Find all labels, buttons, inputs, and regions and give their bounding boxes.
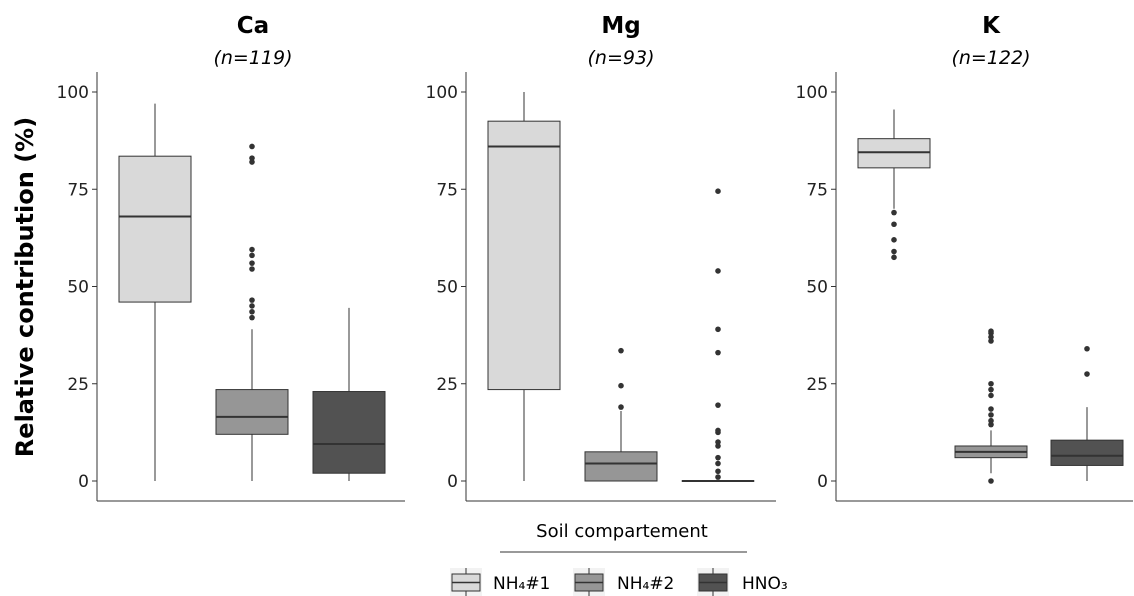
outlier-point <box>988 328 994 335</box>
outlier-point <box>891 248 897 255</box>
iqr-box <box>487 120 561 391</box>
outlier-point <box>715 188 721 194</box>
y-tick-label: 25 <box>67 375 89 395</box>
outlier-point <box>249 266 255 272</box>
y-tick-label: 25 <box>436 375 458 395</box>
outlier-point <box>988 380 994 387</box>
y-tick-label: 25 <box>806 375 828 395</box>
box-k-3 <box>1050 345 1124 481</box>
outlier-point <box>988 421 994 428</box>
iqr-box <box>118 155 192 303</box>
y-axis-title-group: Relative contribution (%) <box>11 117 39 457</box>
outlier-point <box>891 209 897 216</box>
outlier-point <box>618 404 624 410</box>
y-tick-label: 100 <box>796 83 828 103</box>
outlier-point <box>715 454 721 461</box>
panel-title: K <box>982 13 1001 39</box>
y-tick-label: 50 <box>806 278 828 298</box>
box-k-1 <box>857 109 931 261</box>
outlier-point <box>988 417 994 424</box>
outlier-point <box>891 237 897 243</box>
outlier-point <box>715 427 721 434</box>
outlier-point <box>988 478 994 484</box>
outlier-point <box>988 338 994 344</box>
legend-item-2: NH₄#2 <box>573 568 674 596</box>
y-tick-label: 0 <box>78 472 89 492</box>
panel-ca: Ca (n=119) 0 25 50 75 100 <box>57 13 405 502</box>
box-k-2 <box>954 328 1028 484</box>
panel-subtitle: (n=93) <box>588 47 655 69</box>
legend-item-1: NH₄#1 <box>450 568 550 596</box>
outlier-point <box>249 260 255 266</box>
outlier-point <box>988 386 994 393</box>
y-tick-label: 100 <box>57 83 89 103</box>
box-ca-2 <box>215 143 289 481</box>
outlier-point <box>249 314 255 321</box>
box-ca-1 <box>118 103 192 481</box>
outlier-point <box>988 406 994 412</box>
panel-title: Ca <box>237 13 269 39</box>
outlier-point <box>891 221 897 228</box>
iqr-box <box>584 451 658 482</box>
outlier-point <box>715 439 721 445</box>
panel-subtitle: (n=122) <box>951 47 1030 69</box>
outlier-point <box>249 252 255 259</box>
y-tick-label: 50 <box>67 278 89 298</box>
outlier-point <box>715 460 721 467</box>
y-tick-label: 75 <box>67 180 89 200</box>
outlier-point <box>249 246 255 253</box>
box-mg-3 <box>681 188 755 482</box>
y-axis-title: Relative contribution (%) <box>11 117 39 457</box>
outlier-point <box>988 412 994 418</box>
panel-subtitle: (n=119) <box>213 47 292 69</box>
outlier-point <box>618 347 624 354</box>
y-tick-label: 0 <box>447 472 458 492</box>
outlier-point <box>988 392 994 399</box>
outlier-point <box>249 303 255 309</box>
outlier-point <box>1084 371 1090 377</box>
outlier-point <box>715 349 721 356</box>
outlier-point <box>715 443 721 449</box>
outlier-point <box>891 254 897 261</box>
y-tick-label: 0 <box>817 472 828 492</box>
legend-label: HNO₃ <box>742 574 788 594</box>
y-tick-label: 50 <box>436 278 458 298</box>
outlier-point <box>715 402 721 408</box>
outlier-point <box>618 382 624 389</box>
outlier-point <box>1084 345 1090 352</box>
outlier-point <box>715 474 721 480</box>
panel-title: Mg <box>601 13 640 39</box>
outlier-point <box>249 308 255 315</box>
outlier-point <box>249 155 255 161</box>
box-ca-3 <box>312 307 386 481</box>
legend: Soil compartement NH₄#1 NH₄#2 HNO₃ <box>450 521 788 596</box>
panel-k: K (n=122) 0 25 50 75 100 <box>796 13 1133 502</box>
box-mg-1 <box>487 92 561 481</box>
iqr-box <box>312 391 386 474</box>
panel-mg: Mg (n=93) 0 25 50 75 100 <box>426 13 776 502</box>
y-tick-label: 75 <box>806 180 828 200</box>
y-tick-label: 75 <box>436 180 458 200</box>
outlier-point <box>249 297 255 303</box>
legend-label: NH₄#2 <box>617 574 674 594</box>
legend-items: NH₄#1 NH₄#2 HNO₃ <box>450 568 788 596</box>
legend-title: Soil compartement <box>536 521 708 542</box>
outlier-point <box>249 159 255 165</box>
iqr-box <box>1050 439 1124 466</box>
outlier-point <box>988 334 994 340</box>
outlier-point <box>715 468 721 475</box>
iqr-box <box>215 389 289 435</box>
legend-item-3: HNO₃ <box>697 568 788 596</box>
panels: Ca (n=119) 0 25 50 75 100 Mg (n=93) 0 25 50 75 100 K (n… <box>57 13 1133 502</box>
box-mg-2 <box>584 347 658 482</box>
outlier-point <box>249 143 255 150</box>
y-tick-label: 100 <box>426 83 458 103</box>
legend-label: NH₄#1 <box>493 574 550 594</box>
outlier-point <box>715 268 721 274</box>
outlier-point <box>715 326 721 333</box>
